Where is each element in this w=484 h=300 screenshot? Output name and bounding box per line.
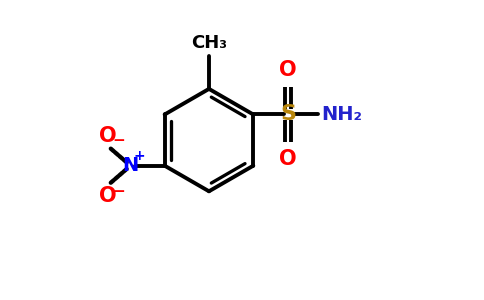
Text: O: O [99, 126, 117, 146]
Text: CH₃: CH₃ [191, 34, 227, 52]
Text: −: − [112, 133, 125, 148]
Text: NH₂: NH₂ [321, 105, 362, 124]
Text: O: O [99, 185, 117, 206]
Text: +: + [134, 149, 145, 164]
Text: S: S [280, 104, 296, 124]
Text: −: − [112, 184, 125, 199]
Text: O: O [279, 60, 297, 80]
Text: N: N [122, 156, 138, 175]
Text: O: O [279, 149, 297, 169]
